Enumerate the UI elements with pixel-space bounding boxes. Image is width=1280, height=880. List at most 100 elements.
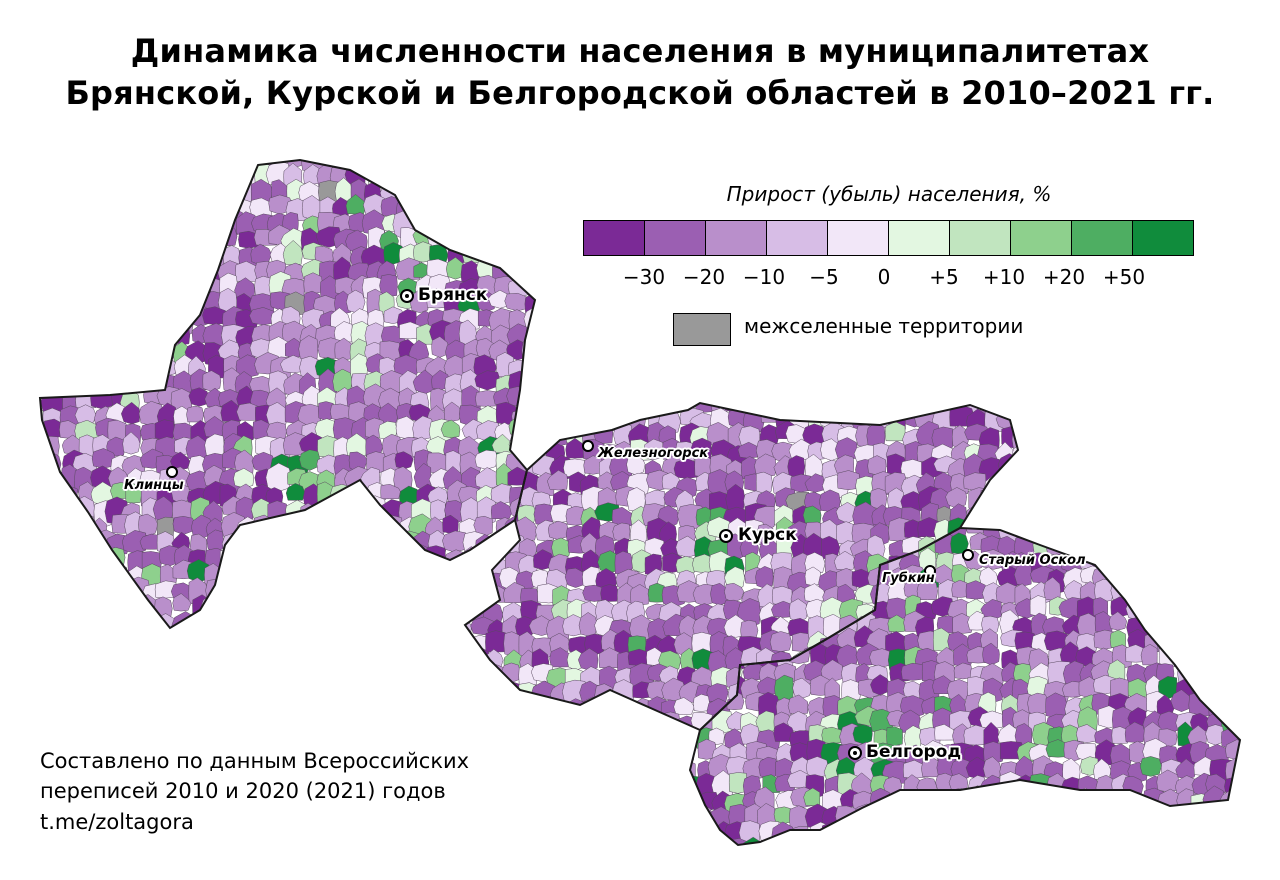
municipality [440, 630, 462, 652]
municipality [804, 552, 826, 574]
municipality [690, 833, 699, 845]
municipality [918, 838, 937, 845]
municipality [643, 727, 667, 730]
municipality [1126, 810, 1145, 832]
municipality [170, 451, 191, 470]
municipality [1111, 726, 1130, 744]
municipality [315, 595, 333, 617]
municipality [74, 326, 96, 352]
municipality [329, 561, 358, 583]
municipality [410, 598, 437, 619]
municipality [550, 403, 574, 428]
municipality [393, 354, 419, 377]
source-link: t.me/zoltagora [40, 809, 194, 834]
municipality [347, 581, 373, 601]
municipality [110, 162, 136, 185]
municipality [300, 502, 318, 525]
municipality [27, 631, 45, 647]
municipality [123, 597, 143, 616]
municipality [43, 181, 65, 205]
municipality [1235, 823, 1240, 843]
municipality [104, 199, 124, 215]
municipality [267, 500, 289, 526]
municipality [789, 598, 809, 623]
municipality [1091, 804, 1115, 828]
municipality [1221, 564, 1240, 587]
municipality [223, 182, 242, 206]
municipality [200, 227, 228, 249]
municipality [1205, 626, 1229, 651]
municipality [461, 230, 482, 255]
municipality [466, 694, 489, 720]
municipality [41, 486, 60, 508]
municipality [46, 211, 66, 240]
municipality [465, 652, 480, 672]
municipality [1139, 756, 1162, 777]
municipality [889, 837, 910, 845]
municipality [383, 163, 405, 189]
municipality [771, 403, 796, 411]
municipality [136, 309, 163, 337]
municipality [1002, 787, 1023, 817]
municipality [206, 529, 224, 553]
municipality [126, 371, 149, 394]
municipality [141, 611, 161, 628]
municipality [519, 695, 539, 717]
municipality [426, 562, 448, 588]
municipality [203, 630, 225, 652]
municipality [1029, 595, 1047, 617]
municipality [40, 324, 52, 344]
city-label-zheleznogorsk: Железногорск [598, 446, 709, 461]
municipality [522, 231, 535, 253]
municipality [267, 546, 292, 567]
municipality [280, 596, 300, 617]
municipality [487, 730, 508, 753]
municipality [931, 426, 954, 452]
municipality [56, 339, 84, 359]
municipality [487, 680, 510, 704]
municipality [1172, 630, 1198, 655]
municipality [1063, 790, 1086, 812]
municipality [1160, 547, 1177, 573]
municipality [105, 261, 125, 283]
gubkin-city-marker [924, 565, 936, 577]
municipality [1223, 625, 1240, 647]
municipality [317, 625, 335, 628]
municipality [531, 403, 554, 419]
municipality [106, 436, 126, 457]
municipality [238, 547, 262, 571]
municipality [1063, 823, 1085, 845]
municipality [136, 274, 162, 296]
municipality [505, 227, 531, 252]
bryansk-oblast-border [38, 158, 537, 630]
municipality [1012, 487, 1018, 513]
municipality [539, 404, 562, 425]
municipality [154, 183, 174, 208]
municipality [1205, 533, 1230, 553]
municipality [1206, 528, 1228, 543]
municipality [254, 533, 276, 557]
municipality [220, 608, 242, 628]
municipality [170, 630, 192, 649]
municipality [142, 167, 163, 189]
municipality [1175, 758, 1197, 780]
municipality [141, 194, 159, 216]
municipality [40, 273, 50, 297]
municipality [220, 580, 244, 608]
municipality [473, 515, 493, 537]
belgorod-city-marker [848, 746, 862, 760]
municipality [1191, 584, 1214, 607]
municipality [644, 489, 666, 507]
municipality [1238, 775, 1240, 800]
municipality [919, 792, 943, 815]
municipality [427, 575, 449, 604]
municipality [44, 258, 71, 277]
municipality [79, 630, 101, 654]
municipality [854, 824, 878, 842]
municipality [951, 579, 968, 598]
municipality [75, 307, 100, 337]
legend-tick-label: +5 [929, 265, 959, 289]
legend-swatch-7 [950, 221, 1011, 255]
municipality [787, 403, 815, 413]
municipality [945, 487, 967, 509]
